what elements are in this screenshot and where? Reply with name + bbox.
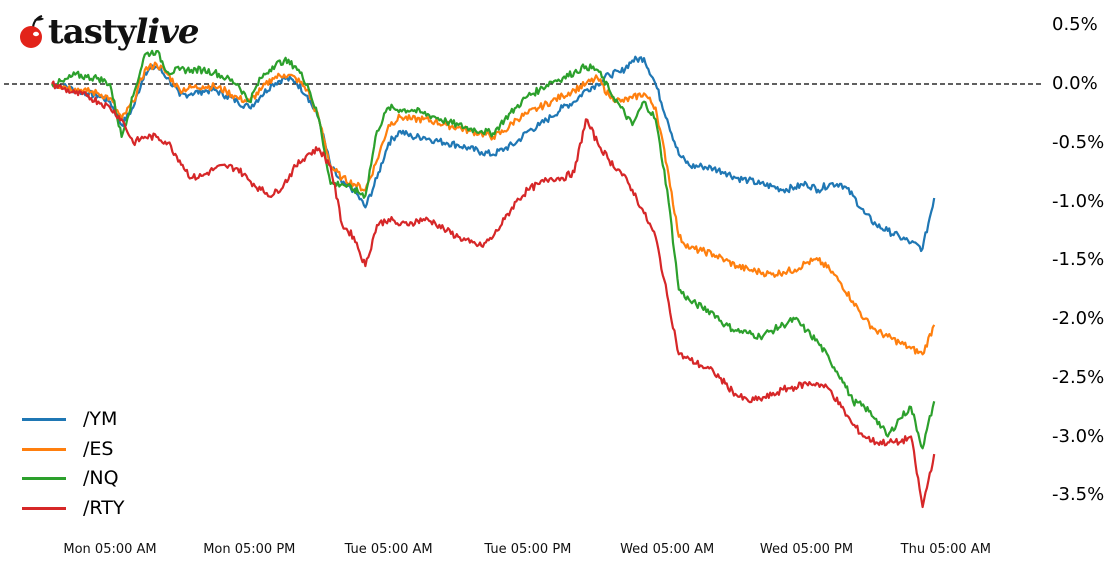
legend-item-ym: /YM [22, 405, 124, 435]
legend-item-es: /ES [22, 435, 124, 465]
legend-label-nq: /NQ [83, 467, 119, 490]
x-tick-label: Mon 05:00 AM [63, 542, 157, 557]
x-tick-label: Mon 05:00 PM [203, 542, 296, 557]
y-tick-label: -1.0% [1052, 190, 1105, 212]
legend-label-ym: /YM [83, 408, 118, 431]
series-line-rty [51, 80, 936, 509]
y-tick-label: -2.5% [1052, 366, 1105, 388]
cherry-icon [20, 15, 44, 48]
x-tick-label: Tue 05:00 AM [344, 542, 433, 557]
x-tick-label: Tue 05:00 PM [484, 542, 572, 557]
legend-swatch-ym [22, 418, 66, 422]
x-tick-label: Thu 05:00 AM [900, 542, 991, 557]
legend-item-nq: /NQ [22, 464, 124, 494]
logo-text-live: live [135, 12, 199, 52]
y-tick-label: -1.5% [1052, 249, 1105, 271]
legend: /YM /ES /NQ /RTY [22, 405, 124, 523]
y-tick-label: 0.0% [1052, 73, 1098, 94]
y-tick-label: 0.5% [1052, 14, 1098, 36]
legend-label-rty: /RTY [83, 496, 125, 519]
logo-text-tasty: tasty [48, 12, 136, 52]
x-tick-label: Wed 05:00 AM [620, 542, 715, 557]
legend-label-es: /ES [83, 437, 114, 460]
series-line-nq [51, 49, 936, 450]
tastylive-logo: tastylive [16, 10, 200, 54]
y-tick-label: -3.0% [1052, 425, 1105, 447]
series-line-ym [51, 55, 936, 253]
legend-swatch-nq [22, 477, 66, 481]
y-tick-label: -0.5% [1052, 131, 1105, 153]
series-group [51, 49, 936, 509]
y-tick-label: -2.0% [1052, 308, 1105, 329]
series-line-es [51, 61, 936, 356]
legend-item-rty: /RTY [22, 494, 124, 524]
legend-swatch-rty [22, 506, 66, 510]
y-tick-label: -3.5% [1052, 484, 1105, 506]
x-tick-label: Wed 05:00 PM [759, 542, 854, 557]
legend-swatch-es [22, 447, 66, 451]
logo-wordmark: tastylive [48, 12, 200, 52]
